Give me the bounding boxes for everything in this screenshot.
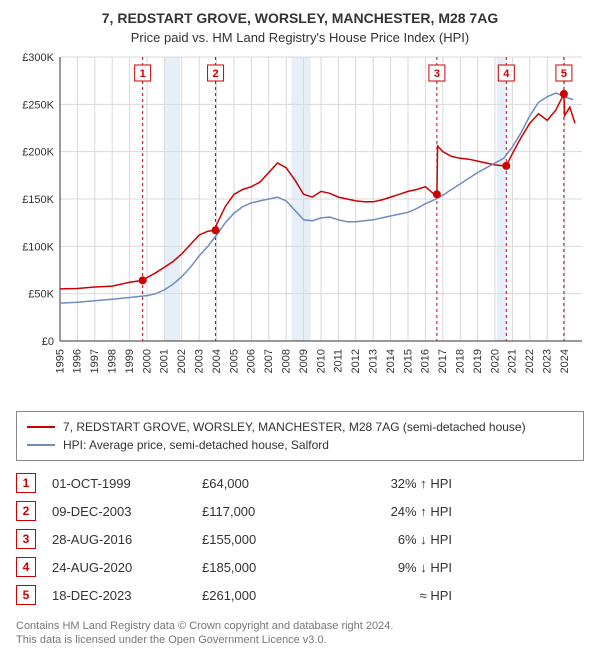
y-tick-label: £300K [22, 52, 54, 64]
sale-number-badge: 1 [16, 473, 36, 493]
sale-marker-dot [433, 190, 441, 198]
x-tick-label: 2021 [507, 349, 519, 373]
legend-label: HPI: Average price, semi-detached house,… [63, 436, 329, 454]
y-tick-label: £50K [28, 289, 54, 301]
x-tick-label: 2014 [385, 349, 397, 373]
price-chart: £0 £50K £100K £150K £200K £250K £300K 1995 1996 1… [10, 51, 590, 401]
chart-title: 7, REDSTART GROVE, WORSLEY, MANCHESTER, … [10, 10, 590, 26]
x-tick-label: 2006 [246, 349, 258, 373]
sale-delta-vs-hpi: ≈ HPI [332, 588, 452, 603]
sale-date: 24-AUG-2020 [52, 560, 202, 575]
sale-marker-dot [560, 90, 568, 98]
footer-attribution: Contains HM Land Registry data © Crown c… [16, 619, 584, 647]
sale-number-badge: 5 [16, 585, 36, 605]
legend-label: 7, REDSTART GROVE, WORSLEY, MANCHESTER, … [63, 418, 526, 436]
x-tick-label: 2012 [350, 349, 362, 373]
legend: 7, REDSTART GROVE, WORSLEY, MANCHESTER, … [16, 411, 584, 461]
legend-swatch [27, 426, 55, 428]
sale-delta-vs-hpi: 24% ↑ HPI [332, 504, 452, 519]
x-tick-label: 2009 [298, 349, 310, 373]
sale-delta-vs-hpi: 9% ↓ HPI [332, 560, 452, 575]
y-tick-label: £100K [22, 241, 54, 253]
x-tick-label: 2008 [281, 349, 293, 373]
sale-price: £117,000 [202, 504, 332, 519]
y-tick-label: £200K [22, 147, 54, 159]
sales-row: 4 24-AUG-2020£185,0009% ↓ HPI [16, 553, 584, 581]
sale-callout-number: 2 [212, 68, 218, 80]
sales-row: 2 09-DEC-2003£117,00024% ↑ HPI [16, 497, 584, 525]
legend-item: HPI: Average price, semi-detached house,… [27, 436, 573, 454]
chart-area: £0 £50K £100K £150K £200K £250K £300K 1995 1996 1… [10, 51, 590, 401]
sale-delta-vs-hpi: 6% ↓ HPI [332, 532, 452, 547]
x-tick-label: 2010 [315, 349, 327, 373]
x-tick-label: 2019 [472, 349, 484, 373]
sale-price: £155,000 [202, 532, 332, 547]
sale-number-badge: 4 [16, 557, 36, 577]
sale-price: £64,000 [202, 476, 332, 491]
x-tick-label: 2016 [420, 349, 432, 373]
sale-marker-dot [212, 226, 220, 234]
x-tick-label: 1998 [106, 349, 118, 373]
x-tick-label: 2013 [368, 349, 380, 373]
x-tick-label: 2004 [211, 349, 223, 373]
x-tick-label: 2017 [437, 349, 449, 373]
x-tick-label: 2011 [333, 349, 345, 373]
x-tick-label: 2023 [542, 349, 554, 373]
sale-number-badge: 3 [16, 529, 36, 549]
sale-callout-number: 1 [140, 68, 146, 80]
x-tick-label: 2005 [228, 349, 240, 373]
x-tick-label: 1996 [72, 349, 84, 373]
sale-marker-dot [139, 276, 147, 284]
chart-subtitle: Price paid vs. HM Land Registry's House … [10, 30, 590, 45]
footer-line: Contains HM Land Registry data © Crown c… [16, 619, 584, 633]
x-tick-label: 2024 [559, 349, 571, 373]
x-tick-label: 1999 [124, 349, 136, 373]
sale-number-badge: 2 [16, 501, 36, 521]
x-tick-label: 2002 [176, 349, 188, 373]
sale-date: 09-DEC-2003 [52, 504, 202, 519]
x-tick-label: 2018 [455, 349, 467, 373]
x-tick-label: 2000 [141, 349, 153, 373]
sale-date: 28-AUG-2016 [52, 532, 202, 547]
legend-swatch [27, 444, 55, 446]
footer-line: This data is licensed under the Open Gov… [16, 633, 584, 647]
sale-marker-dot [502, 162, 510, 170]
x-tick-label: 1995 [54, 349, 66, 373]
y-tick-label: £250K [22, 99, 54, 111]
x-tick-label: 2015 [402, 349, 414, 373]
x-tick-label: 2022 [524, 349, 536, 373]
sale-callout-number: 3 [434, 68, 440, 80]
x-tick-label: 2020 [489, 349, 501, 373]
x-tick-label: 2001 [159, 349, 171, 373]
sale-delta-vs-hpi: 32% ↑ HPI [332, 476, 452, 491]
x-tick-label: 1997 [89, 349, 101, 373]
sales-table: 1 01-OCT-1999£64,00032% ↑ HPI 2 09-DEC-2003… [16, 469, 584, 609]
sale-price: £261,000 [202, 588, 332, 603]
sales-row: 3 28-AUG-2016£155,0006% ↓ HPI [16, 525, 584, 553]
y-tick-label: £0 [42, 336, 54, 348]
sale-date: 01-OCT-1999 [52, 476, 202, 491]
y-tick-label: £150K [22, 194, 54, 206]
sales-row: 5 18-DEC-2023£261,000≈ HPI [16, 581, 584, 609]
x-tick-label: 2007 [263, 349, 275, 373]
sale-date: 18-DEC-2023 [52, 588, 202, 603]
sale-callout-number: 4 [503, 68, 510, 80]
x-tick-label: 2003 [193, 349, 205, 373]
sale-price: £185,000 [202, 560, 332, 575]
sale-callout-number: 5 [561, 68, 567, 80]
legend-item: 7, REDSTART GROVE, WORSLEY, MANCHESTER, … [27, 418, 573, 436]
sales-row: 1 01-OCT-1999£64,00032% ↑ HPI [16, 469, 584, 497]
